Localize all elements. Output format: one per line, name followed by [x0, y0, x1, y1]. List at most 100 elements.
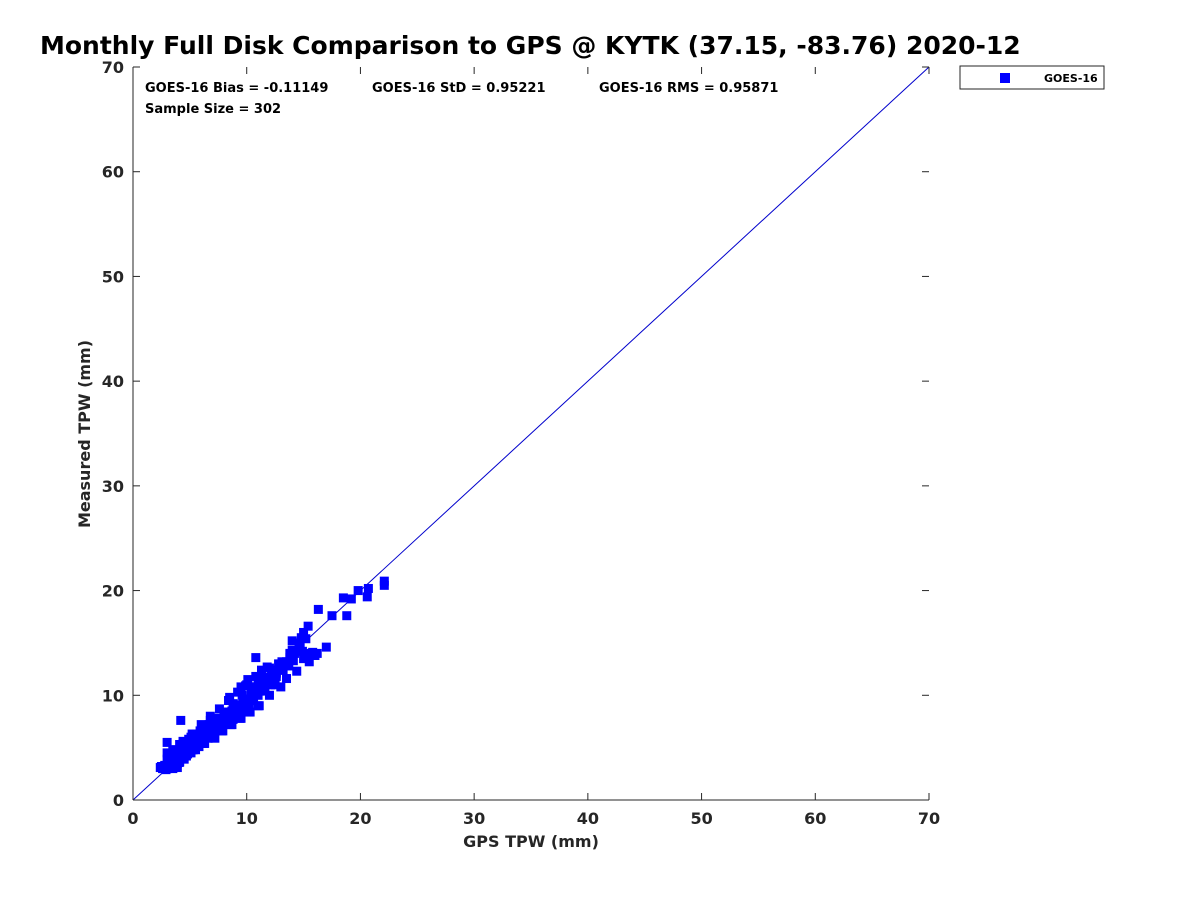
data-point	[194, 742, 204, 752]
data-point	[310, 650, 320, 660]
data-point	[296, 633, 306, 643]
x-axis-label: GPS TPW (mm)	[463, 832, 599, 851]
data-point	[162, 748, 172, 758]
data-point	[269, 674, 279, 684]
data-point	[264, 690, 274, 700]
data-point	[233, 687, 243, 697]
data-point	[342, 611, 352, 621]
data-point	[379, 576, 389, 586]
data-point	[287, 636, 297, 646]
data-point	[346, 594, 356, 604]
data-point	[321, 642, 331, 652]
y-tick-label: 70	[102, 58, 124, 77]
data-point	[236, 682, 246, 692]
data-point	[189, 743, 199, 753]
data-point	[292, 666, 302, 676]
data-point	[246, 682, 256, 692]
data-point	[338, 593, 348, 603]
x-tick-label: 0	[127, 809, 138, 828]
data-point	[241, 681, 251, 691]
sample-size-annotation: Sample Size = 302	[145, 102, 281, 117]
data-point	[192, 729, 202, 739]
data-point	[276, 682, 286, 692]
data-point	[237, 690, 247, 700]
data-point	[253, 678, 263, 688]
y-tick-label: 50	[102, 267, 124, 286]
data-point	[353, 586, 363, 596]
bias-annotation: GOES-16 Bias = -0.11149	[145, 81, 328, 96]
y-tick-label: 20	[102, 582, 124, 601]
points-layer	[155, 576, 389, 775]
x-tick-label: 10	[236, 809, 258, 828]
data-point	[216, 719, 226, 729]
legend-box	[959, 65, 1105, 90]
data-point	[228, 699, 238, 709]
data-point	[227, 720, 237, 730]
rms-annotation: GOES-16 RMS = 0.95871	[599, 81, 778, 96]
y-ticks: 0 10 20 30 40 50 60 70	[102, 58, 929, 810]
data-point	[299, 654, 309, 664]
data-point	[239, 699, 249, 709]
data-point	[284, 661, 294, 671]
data-point	[197, 734, 207, 744]
data-point	[327, 611, 337, 621]
data-point	[254, 686, 264, 696]
data-point	[162, 737, 172, 747]
legend-label-goes-16: GOES-16	[1044, 72, 1098, 85]
std-annotation: GOES-16 StD = 0.95221	[372, 81, 546, 96]
y-tick-label: 30	[102, 477, 124, 496]
data-point	[245, 707, 255, 717]
data-point	[285, 649, 295, 659]
data-point	[256, 665, 266, 675]
legend: GOES-16	[959, 65, 1105, 90]
data-point	[301, 634, 311, 644]
data-point	[304, 657, 314, 667]
data-point	[205, 715, 215, 725]
data-point	[187, 729, 197, 739]
x-tick-label: 30	[463, 809, 485, 828]
data-point	[303, 648, 313, 658]
data-point	[203, 733, 213, 743]
y-axis-label: Measured TPW (mm)	[75, 340, 94, 528]
data-point	[196, 720, 206, 730]
data-point	[303, 621, 313, 631]
x-tick-label: 70	[918, 809, 940, 828]
data-point	[176, 715, 186, 725]
data-point	[171, 756, 181, 766]
x-ticks: 0 10 20 30 40 50 60 70	[127, 67, 940, 828]
legend-marker-goes-16	[1000, 73, 1010, 83]
data-point	[251, 671, 261, 681]
data-point	[363, 583, 373, 593]
data-point	[261, 678, 271, 688]
data-point	[178, 736, 188, 746]
data-point	[166, 757, 176, 767]
y-tick-label: 0	[113, 791, 124, 810]
data-point	[201, 722, 211, 732]
data-point	[266, 680, 276, 690]
data-point	[362, 592, 372, 602]
y-tick-label: 10	[102, 686, 124, 705]
data-point	[210, 733, 220, 743]
data-point	[219, 707, 229, 717]
data-point	[214, 704, 224, 714]
data-point	[211, 723, 221, 733]
data-point	[254, 701, 264, 711]
data-point	[297, 646, 307, 656]
y-tick-label: 40	[102, 372, 124, 391]
data-point	[313, 604, 323, 614]
x-tick-label: 20	[349, 809, 371, 828]
x-tick-label: 60	[804, 809, 826, 828]
data-point	[218, 726, 228, 736]
data-point	[295, 638, 305, 648]
data-point	[170, 748, 180, 758]
data-point	[169, 763, 179, 773]
x-tick-label: 40	[577, 809, 599, 828]
data-point	[251, 653, 261, 663]
data-point	[229, 706, 239, 716]
chart-title: Monthly Full Disk Comparison to GPS @ KY…	[40, 31, 1021, 60]
data-point	[271, 668, 281, 678]
data-point	[270, 680, 280, 690]
data-point	[243, 675, 253, 685]
x-tick-label: 50	[690, 809, 712, 828]
